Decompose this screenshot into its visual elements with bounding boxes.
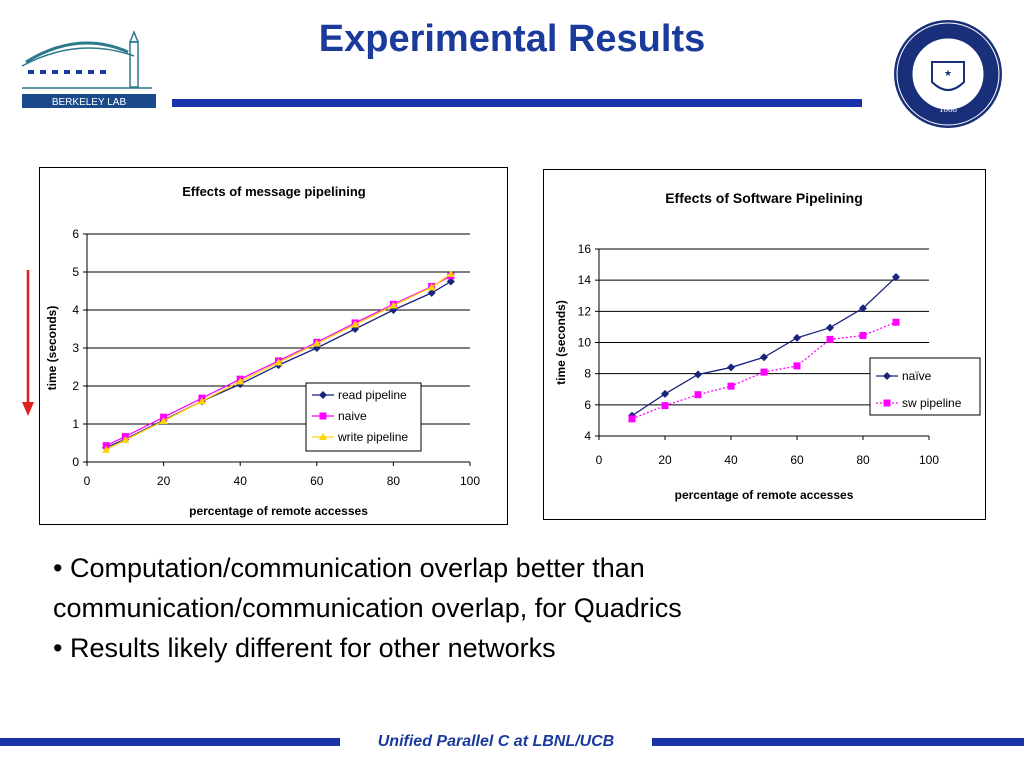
data-point bbox=[892, 273, 900, 282]
legend-marker bbox=[883, 399, 891, 407]
data-point bbox=[274, 358, 283, 366]
data-point bbox=[826, 323, 834, 332]
data-point bbox=[121, 435, 130, 443]
y-tick-label: 6 bbox=[584, 398, 591, 412]
y-tick-label: 10 bbox=[578, 336, 592, 350]
legend-marker bbox=[319, 391, 327, 399]
data-point bbox=[446, 269, 455, 277]
data-point bbox=[102, 445, 111, 453]
data-point bbox=[760, 368, 768, 376]
data-point bbox=[793, 333, 801, 342]
y-axis-label: time (seconds) bbox=[45, 306, 59, 391]
data-point bbox=[727, 382, 735, 390]
slide-title: Experimental Results bbox=[318, 18, 706, 60]
berkeley-lab-logo: BERKELEY LAB bbox=[18, 22, 158, 112]
x-tick-label: 20 bbox=[157, 474, 171, 488]
footer-bar-right bbox=[652, 738, 1024, 746]
data-point bbox=[760, 353, 768, 362]
data-point bbox=[446, 277, 455, 286]
title-rule bbox=[172, 99, 862, 107]
data-point bbox=[694, 391, 702, 399]
legend-marker bbox=[319, 433, 327, 440]
data-point bbox=[628, 415, 636, 423]
x-axis-label: percentage of remote accesses bbox=[189, 504, 368, 518]
red-down-arrow bbox=[20, 268, 36, 418]
data-point bbox=[859, 331, 867, 339]
data-point bbox=[427, 288, 436, 297]
data-point bbox=[312, 339, 321, 347]
x-axis-label: percentage of remote accesses bbox=[675, 488, 854, 502]
x-tick-label: 80 bbox=[387, 474, 401, 488]
y-tick-label: 8 bbox=[584, 367, 591, 381]
x-tick-label: 100 bbox=[919, 453, 939, 467]
data-point bbox=[892, 318, 900, 326]
data-point bbox=[351, 320, 360, 328]
x-tick-label: 0 bbox=[84, 474, 91, 488]
y-tick-label: 5 bbox=[72, 265, 79, 279]
series-line bbox=[631, 276, 897, 417]
footer-bar-left bbox=[0, 738, 340, 746]
data-point bbox=[661, 389, 669, 398]
data-point bbox=[427, 283, 436, 291]
logo-text: BERKELEY LAB bbox=[52, 97, 127, 108]
data-point bbox=[694, 370, 702, 379]
x-tick-label: 100 bbox=[460, 474, 480, 488]
legend-marker bbox=[319, 412, 327, 420]
chart-software-pipelining-svg: Effects of Software Pipelining 4 6 8 10 12 14 1… bbox=[554, 190, 981, 502]
y-tick-label: 16 bbox=[578, 242, 592, 256]
data-point bbox=[859, 304, 867, 313]
x-tick-label: 40 bbox=[234, 474, 248, 488]
seal-year: 1868 bbox=[939, 104, 958, 114]
legend-label: naïve bbox=[902, 369, 932, 383]
y-tick-label: 0 bbox=[72, 455, 79, 469]
bullet-2: • Results likely different for other net… bbox=[53, 633, 556, 663]
footer-text: Unified Parallel C at LBNL/UCB bbox=[377, 733, 615, 750]
data-point bbox=[236, 377, 245, 385]
data-point bbox=[389, 301, 398, 309]
y-tick-label: 3 bbox=[72, 341, 79, 355]
x-tick-label: 20 bbox=[658, 453, 672, 467]
data-point bbox=[102, 442, 110, 450]
bullet-1: • Computation/communication overlap bett… bbox=[53, 553, 645, 583]
y-tick-label: 6 bbox=[72, 227, 79, 241]
svg-text:★: ★ bbox=[944, 68, 952, 78]
y-tick-label: 1 bbox=[72, 417, 79, 431]
bullet-list: • Computation/communication overlap bett… bbox=[53, 548, 953, 668]
uc-seal: ★ 1868 bbox=[892, 18, 1004, 130]
bullet-1-continued: communication/communication overlap, for… bbox=[53, 593, 682, 623]
y-tick-label: 4 bbox=[72, 303, 79, 317]
data-point bbox=[159, 416, 168, 424]
legend-label: naive bbox=[338, 409, 367, 423]
y-axis-label: time (seconds) bbox=[554, 300, 568, 385]
y-tick-label: 2 bbox=[72, 379, 79, 393]
x-tick-label: 0 bbox=[596, 453, 603, 467]
chart-title: Effects of message pipelining bbox=[182, 184, 366, 199]
data-point bbox=[661, 402, 669, 410]
x-tick-label: 40 bbox=[724, 453, 738, 467]
y-tick-label: 4 bbox=[584, 429, 591, 443]
data-point bbox=[793, 362, 801, 370]
x-tick-label: 60 bbox=[790, 453, 804, 467]
chart-title: Effects of Software Pipelining bbox=[665, 190, 863, 206]
data-point bbox=[197, 397, 206, 405]
chart-software-pipelining: Effects of Software Pipelining 4 6 8 10 12 14 1… bbox=[543, 169, 986, 520]
x-tick-label: 80 bbox=[856, 453, 870, 467]
y-tick-label: 12 bbox=[578, 304, 592, 318]
data-point bbox=[727, 363, 735, 372]
data-point bbox=[826, 335, 834, 343]
chart-message-pipelining: Effects of message pipelining 0 1 2 3 4 5 6 0 20 4… bbox=[39, 167, 508, 525]
x-tick-label: 60 bbox=[310, 474, 324, 488]
legend-label: sw pipeline bbox=[902, 396, 962, 410]
y-tick-label: 14 bbox=[578, 273, 592, 287]
legend-label: write pipeline bbox=[337, 430, 408, 444]
legend-marker bbox=[883, 372, 891, 380]
legend-label: read pipeline bbox=[338, 388, 407, 402]
